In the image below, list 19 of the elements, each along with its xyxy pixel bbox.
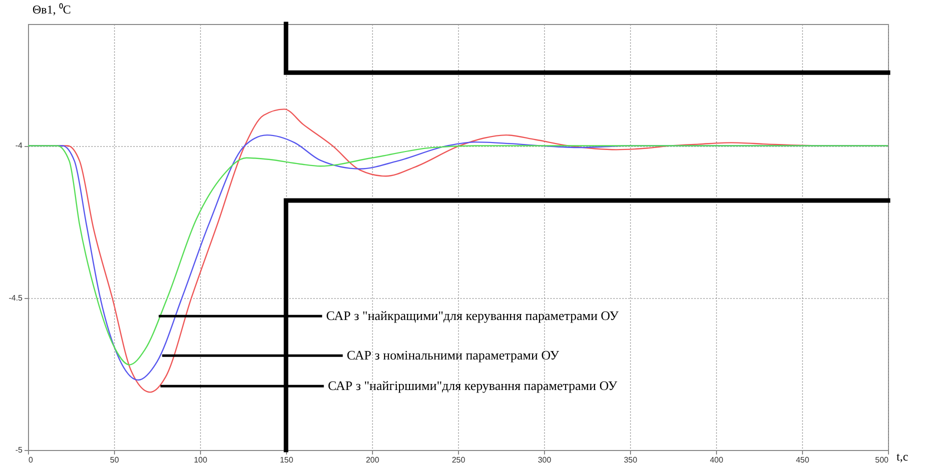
annotation: САР з "найгіршими"для керування параметрами ОУ	[328, 378, 618, 394]
x-tick-label: 400	[710, 456, 724, 464]
y-axis-title: Θв1, ⁰C	[32, 2, 71, 16]
x-tick-label: 350	[624, 456, 638, 464]
y-tick-label: -5	[15, 446, 24, 454]
x-tick-label: 200	[366, 456, 380, 464]
x-tick-label: 150	[280, 456, 294, 464]
y-tick-label: -4	[15, 141, 24, 150]
x-axis-title: t,c	[896, 450, 908, 464]
annotation: САР з номінальними параметрами ОУ	[346, 348, 560, 363]
y-tick-label: -4.5	[8, 293, 24, 302]
x-tick-label: 0	[28, 456, 34, 464]
x-tick-label: 300	[538, 456, 552, 464]
x-tick-label: 100	[194, 456, 208, 464]
x-tick-label: 250	[452, 456, 466, 464]
x-tick-label: 500	[875, 456, 890, 464]
annotation: САР з "найкращими"для керування параметрами ОУ	[326, 308, 620, 324]
x-tick-label: 50	[110, 456, 120, 464]
x-tick-label: 450	[796, 456, 810, 464]
